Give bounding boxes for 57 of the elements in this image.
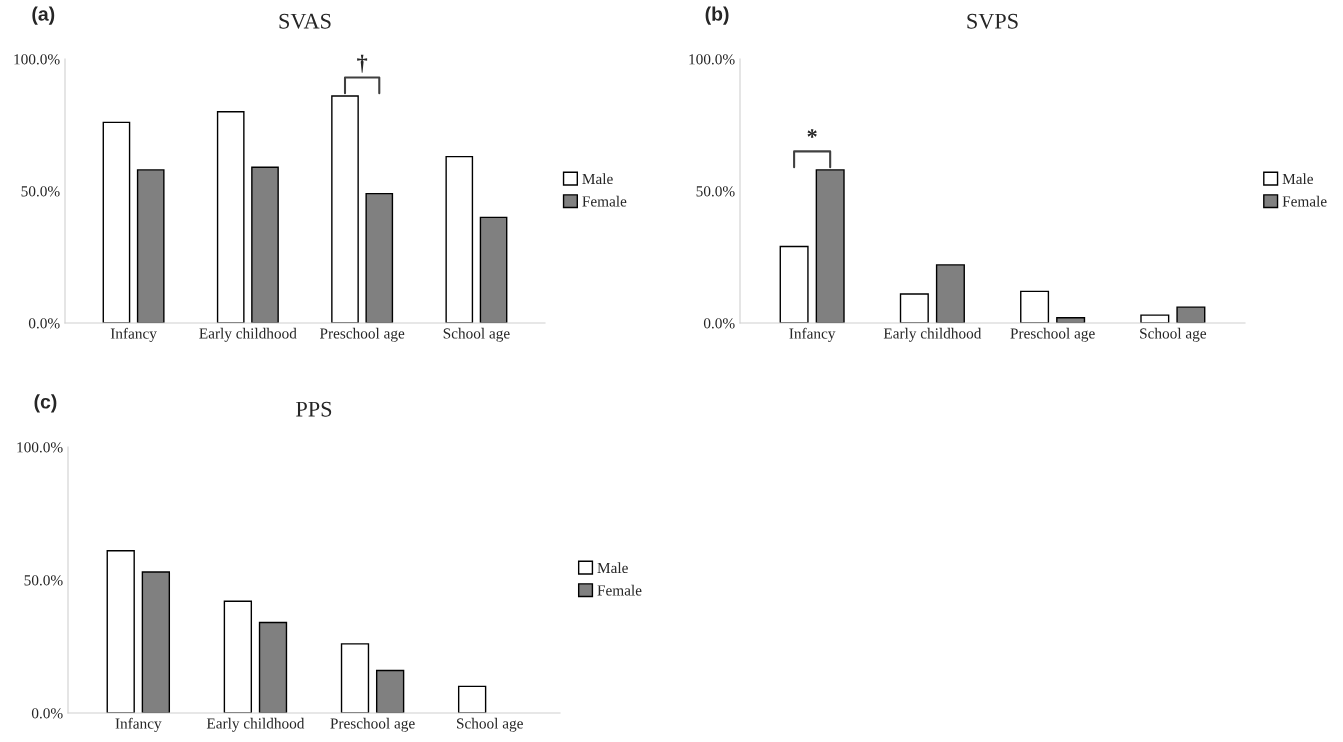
y-tick-label: 50.0% xyxy=(24,575,63,586)
y-tick-label: 0.0% xyxy=(703,318,735,329)
x-tick-label: Infancy xyxy=(110,327,157,342)
text: (c) xyxy=(34,394,57,413)
y-tick-label: 50.0% xyxy=(21,186,60,197)
y-tick-label: 100.0% xyxy=(14,54,60,65)
chart-title: SVAS xyxy=(279,13,331,29)
y-tick-label: 100.0% xyxy=(17,442,63,453)
x-tick-label: School age xyxy=(443,327,510,342)
x-tick-label: Early childhood xyxy=(883,327,982,342)
x-tick-label: Infancy xyxy=(115,717,162,732)
y-tick-label: 50.0% xyxy=(696,186,735,197)
chart-title: SVPS xyxy=(967,13,1018,29)
y-tick-label: 100.0% xyxy=(689,54,735,65)
bar xyxy=(1020,290,1050,323)
x-tick-label: School age xyxy=(457,717,523,732)
bar xyxy=(141,571,171,713)
bar xyxy=(340,643,370,713)
bar xyxy=(479,216,508,323)
y-tick-label: 0.0% xyxy=(28,318,60,329)
bar xyxy=(935,264,965,323)
bar xyxy=(375,669,405,713)
legend-label: Male xyxy=(1282,173,1313,185)
bar xyxy=(815,169,845,323)
legend-label: Female xyxy=(1282,195,1327,207)
chart-title: PPS xyxy=(296,401,332,417)
bar xyxy=(899,293,929,323)
bar xyxy=(251,166,279,323)
x-tick-label: Early childhood xyxy=(206,717,305,732)
annotation: * xyxy=(807,129,817,138)
x-tick-label: Preschool age xyxy=(1010,327,1095,342)
y-tick-label: 0.0% xyxy=(31,708,63,719)
x-tick-label: Preschool age xyxy=(330,717,415,732)
text: (a) xyxy=(32,6,55,25)
legend-label: Male xyxy=(597,562,628,574)
x-tick-label: School age xyxy=(1140,327,1207,342)
bar xyxy=(457,685,487,713)
text: (b) xyxy=(705,6,729,25)
bar xyxy=(216,111,245,323)
annotation: † xyxy=(357,54,368,73)
legend-label: Female xyxy=(597,584,642,596)
bar xyxy=(779,245,809,323)
x-tick-label: Early childhood xyxy=(199,327,297,342)
bar xyxy=(136,169,165,323)
bar xyxy=(106,550,135,713)
bar xyxy=(1176,306,1206,323)
bar xyxy=(223,600,253,713)
bar xyxy=(365,192,394,323)
bar xyxy=(331,95,359,323)
legend-label: Female xyxy=(582,195,627,207)
legend-label: Male xyxy=(582,173,613,185)
bar xyxy=(258,621,288,713)
x-tick-label: Infancy xyxy=(789,327,836,342)
bar xyxy=(445,155,474,323)
bar xyxy=(1140,314,1170,323)
x-tick-label: Preschool age xyxy=(319,327,405,342)
bar xyxy=(102,121,131,323)
